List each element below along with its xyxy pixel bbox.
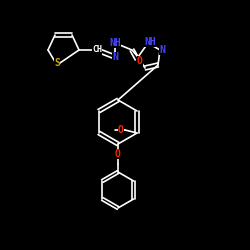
- Text: O: O: [115, 149, 121, 159]
- Text: CH: CH: [92, 46, 102, 54]
- Text: NH: NH: [144, 37, 156, 47]
- Text: N: N: [159, 45, 165, 55]
- Text: N: N: [112, 52, 118, 62]
- Text: S: S: [54, 58, 60, 68]
- Text: O: O: [118, 125, 124, 135]
- Text: NH: NH: [109, 38, 121, 48]
- Text: O: O: [137, 56, 143, 66]
